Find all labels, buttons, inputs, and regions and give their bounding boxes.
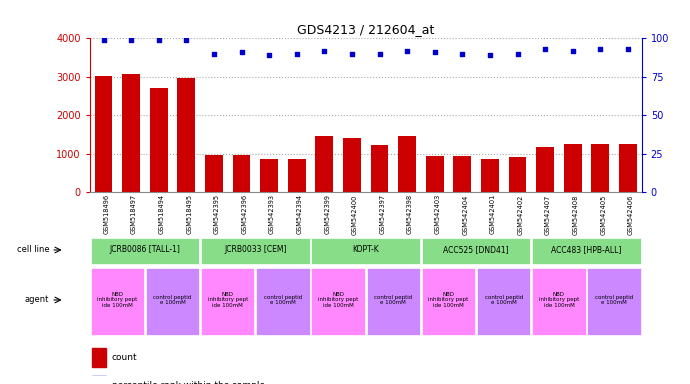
Text: NBD
inhibitory pept
ide 100mM: NBD inhibitory pept ide 100mM — [428, 292, 469, 308]
Text: GSM542393: GSM542393 — [269, 194, 275, 234]
Text: control peptid
e 100mM: control peptid e 100mM — [264, 295, 302, 305]
Text: JCRB0086 [TALL-1]: JCRB0086 [TALL-1] — [110, 245, 180, 255]
Point — [402, 48, 413, 54]
Point — [181, 37, 192, 43]
Bar — [201, 268, 255, 335]
Text: GSM542404: GSM542404 — [462, 194, 469, 235]
Bar — [205, 155, 223, 192]
Bar — [122, 74, 140, 192]
Bar — [315, 136, 333, 192]
Point — [374, 51, 385, 57]
Bar — [587, 268, 641, 335]
Bar — [398, 136, 416, 192]
Bar — [95, 76, 112, 192]
Point — [622, 46, 633, 52]
Text: control peptid
e 100mM: control peptid e 100mM — [153, 295, 192, 305]
Text: control peptid
e 100mM: control peptid e 100mM — [484, 295, 523, 305]
Bar — [92, 348, 106, 367]
Bar — [536, 147, 554, 192]
Point — [236, 49, 247, 55]
Bar — [233, 155, 250, 192]
Bar — [256, 268, 310, 335]
Bar — [564, 144, 582, 192]
Bar — [366, 268, 420, 335]
Point — [540, 46, 551, 52]
Bar — [90, 238, 199, 263]
Bar — [426, 156, 444, 192]
Bar — [288, 159, 306, 192]
Point — [153, 37, 164, 43]
Text: KOPT-K: KOPT-K — [353, 245, 379, 255]
Text: control peptid
e 100mM: control peptid e 100mM — [595, 295, 633, 305]
Text: GSM542408: GSM542408 — [573, 194, 579, 235]
Bar — [201, 238, 310, 263]
Text: GSM518495: GSM518495 — [186, 194, 193, 234]
Text: cell line: cell line — [17, 245, 50, 255]
Bar — [150, 88, 168, 192]
Bar — [509, 157, 526, 192]
Text: GSM542406: GSM542406 — [628, 194, 634, 235]
Text: GSM542394: GSM542394 — [297, 194, 303, 234]
Point — [512, 51, 523, 57]
Title: GDS4213 / 212604_at: GDS4213 / 212604_at — [297, 23, 435, 36]
Point — [126, 37, 137, 43]
Point — [457, 51, 468, 57]
Text: GSM518497: GSM518497 — [131, 194, 137, 234]
Text: GSM542397: GSM542397 — [380, 194, 386, 234]
Point — [264, 52, 275, 58]
Text: NBD
inhibitory pept
ide 100mM: NBD inhibitory pept ide 100mM — [208, 292, 248, 308]
Point — [98, 37, 109, 43]
Bar — [591, 144, 609, 192]
Text: GSM542400: GSM542400 — [352, 194, 358, 235]
Bar — [371, 145, 388, 192]
Text: ACC525 [DND41]: ACC525 [DND41] — [443, 245, 509, 255]
Text: GSM542401: GSM542401 — [490, 194, 496, 235]
Bar — [481, 159, 499, 192]
Text: GSM542396: GSM542396 — [241, 194, 248, 234]
Point — [346, 51, 357, 57]
Point — [208, 51, 219, 57]
Point — [484, 52, 495, 58]
Bar — [422, 238, 531, 263]
Text: count: count — [112, 353, 137, 362]
Text: GSM518496: GSM518496 — [104, 194, 110, 234]
Text: GSM518494: GSM518494 — [159, 194, 165, 234]
Text: GSM542395: GSM542395 — [214, 194, 220, 234]
Point — [429, 49, 440, 55]
Bar — [422, 268, 475, 335]
Point — [595, 46, 606, 52]
Bar — [146, 268, 199, 335]
Text: ACC483 [HPB-ALL]: ACC483 [HPB-ALL] — [551, 245, 622, 255]
Bar — [311, 268, 365, 335]
Bar — [260, 159, 278, 192]
Text: GSM542399: GSM542399 — [324, 194, 331, 234]
Text: NBD
inhibitory pept
ide 100mM: NBD inhibitory pept ide 100mM — [97, 292, 137, 308]
Text: percentile rank within the sample: percentile rank within the sample — [112, 381, 265, 384]
Text: JCRB0033 [CEM]: JCRB0033 [CEM] — [224, 245, 286, 255]
Bar — [453, 156, 471, 192]
Text: GSM542403: GSM542403 — [435, 194, 441, 235]
Bar — [177, 78, 195, 192]
Text: GSM542402: GSM542402 — [518, 194, 524, 235]
Bar — [343, 138, 361, 192]
Text: GSM542407: GSM542407 — [545, 194, 551, 235]
Bar — [90, 268, 144, 335]
Bar — [532, 268, 586, 335]
Bar — [477, 268, 531, 335]
Text: NBD
inhibitory pept
ide 100mM: NBD inhibitory pept ide 100mM — [539, 292, 579, 308]
Text: control peptid
e 100mM: control peptid e 100mM — [374, 295, 413, 305]
Point — [319, 48, 330, 54]
Bar — [619, 144, 637, 192]
Text: agent: agent — [25, 295, 50, 305]
Point — [567, 48, 578, 54]
Text: NBD
inhibitory pept
ide 100mM: NBD inhibitory pept ide 100mM — [318, 292, 358, 308]
Text: GSM542405: GSM542405 — [600, 194, 607, 235]
Bar — [311, 238, 420, 263]
Point — [291, 51, 302, 57]
Text: GSM542398: GSM542398 — [407, 194, 413, 234]
Bar — [92, 376, 106, 384]
Bar — [532, 238, 641, 263]
